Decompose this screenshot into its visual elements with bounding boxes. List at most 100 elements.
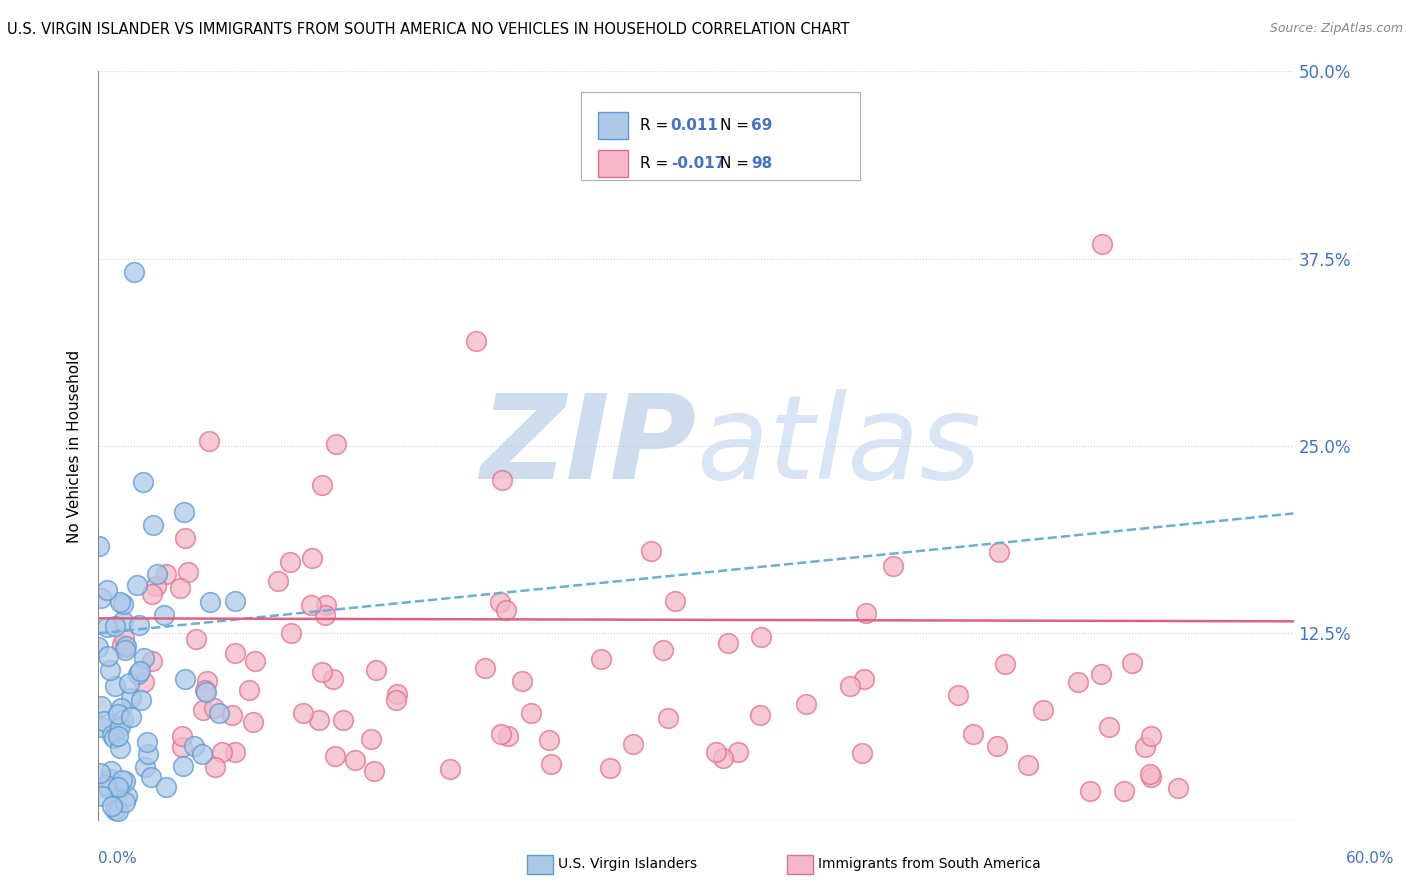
Point bbox=[1167, 780, 1189, 795]
Point bbox=[87, 640, 110, 654]
Point bbox=[173, 506, 195, 520]
Text: R =: R = bbox=[640, 155, 668, 170]
Point bbox=[221, 707, 243, 722]
Point bbox=[129, 693, 152, 707]
Point bbox=[311, 665, 333, 680]
Point bbox=[1140, 770, 1163, 784]
Point bbox=[195, 673, 218, 688]
Point bbox=[101, 728, 124, 742]
Point bbox=[332, 713, 354, 727]
Point bbox=[962, 727, 984, 741]
Point bbox=[988, 545, 1011, 559]
Point bbox=[145, 579, 167, 593]
Point bbox=[90, 789, 112, 803]
Point bbox=[794, 697, 817, 711]
Point bbox=[245, 654, 267, 668]
Point bbox=[107, 804, 129, 818]
Point bbox=[224, 646, 246, 660]
Text: 60.0%: 60.0% bbox=[1347, 851, 1395, 865]
Point bbox=[322, 672, 344, 686]
Text: U.S. Virgin Islanders: U.S. Virgin Islanders bbox=[558, 857, 697, 871]
Point bbox=[107, 707, 129, 722]
Point bbox=[155, 780, 177, 794]
Point bbox=[97, 780, 120, 795]
Point bbox=[207, 706, 229, 720]
Point bbox=[100, 799, 122, 814]
Point bbox=[465, 334, 488, 348]
Point bbox=[238, 682, 260, 697]
Point bbox=[111, 772, 134, 787]
Point bbox=[439, 762, 461, 776]
Text: ZIP: ZIP bbox=[479, 389, 696, 503]
Point bbox=[194, 683, 217, 698]
Point bbox=[194, 684, 217, 698]
Point bbox=[242, 714, 264, 729]
Point bbox=[325, 748, 347, 763]
Point bbox=[132, 475, 155, 489]
Point bbox=[621, 737, 644, 751]
Point bbox=[96, 620, 118, 634]
Point bbox=[139, 770, 162, 784]
Point bbox=[1090, 667, 1112, 681]
Point bbox=[97, 648, 120, 663]
Point bbox=[749, 630, 772, 644]
Point bbox=[855, 606, 877, 620]
Point bbox=[135, 734, 157, 748]
Point bbox=[198, 595, 221, 609]
Point bbox=[652, 643, 675, 657]
Point bbox=[537, 733, 560, 747]
Point bbox=[170, 739, 193, 754]
Point bbox=[946, 688, 969, 702]
Point bbox=[124, 265, 146, 279]
Point bbox=[640, 544, 662, 558]
Point bbox=[198, 434, 221, 448]
Point bbox=[343, 753, 366, 767]
Point bbox=[172, 759, 194, 773]
Text: Source: ZipAtlas.com: Source: ZipAtlas.com bbox=[1270, 22, 1403, 36]
Point bbox=[98, 663, 121, 677]
Text: N =: N = bbox=[720, 119, 749, 134]
Point bbox=[128, 618, 150, 632]
Point bbox=[498, 729, 520, 743]
Point bbox=[366, 663, 388, 677]
Point bbox=[385, 687, 408, 701]
Point bbox=[299, 598, 322, 612]
Point bbox=[115, 789, 138, 803]
Point bbox=[311, 478, 333, 492]
Point bbox=[183, 739, 205, 753]
Point bbox=[107, 780, 129, 794]
Point bbox=[325, 437, 347, 451]
Point bbox=[134, 760, 156, 774]
Point bbox=[155, 566, 177, 581]
Point bbox=[748, 707, 770, 722]
Point bbox=[520, 706, 543, 720]
Point bbox=[112, 597, 135, 611]
Point bbox=[128, 664, 150, 678]
Point bbox=[104, 679, 127, 693]
Point bbox=[142, 518, 165, 533]
Point bbox=[104, 619, 127, 633]
Point bbox=[169, 581, 191, 595]
Point bbox=[98, 772, 121, 786]
Point bbox=[104, 793, 127, 807]
Point bbox=[112, 631, 135, 645]
Point bbox=[120, 690, 142, 705]
Text: R =: R = bbox=[640, 119, 668, 134]
Point bbox=[717, 636, 740, 650]
Point bbox=[202, 701, 225, 715]
Point bbox=[114, 640, 136, 655]
Point bbox=[267, 574, 290, 588]
Point bbox=[174, 531, 197, 545]
Point bbox=[152, 607, 174, 622]
Point bbox=[90, 720, 112, 734]
Point bbox=[657, 711, 679, 725]
Point bbox=[96, 583, 118, 598]
Point bbox=[711, 751, 734, 765]
Point bbox=[852, 672, 875, 686]
Text: 98: 98 bbox=[751, 155, 772, 170]
Point bbox=[278, 555, 301, 569]
Text: 69: 69 bbox=[751, 119, 772, 134]
Point bbox=[1140, 729, 1163, 743]
Point bbox=[292, 706, 315, 721]
Point bbox=[136, 747, 159, 761]
